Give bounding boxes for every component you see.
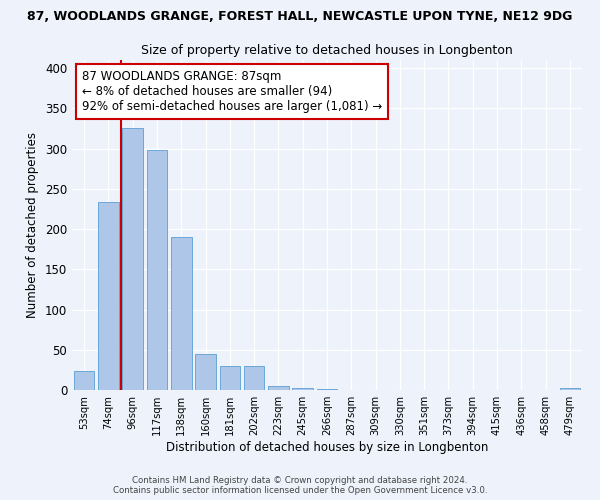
Y-axis label: Number of detached properties: Number of detached properties bbox=[26, 132, 40, 318]
Bar bbox=[244, 366, 265, 390]
Bar bbox=[317, 389, 337, 390]
Bar bbox=[74, 372, 94, 390]
Text: 87 WOODLANDS GRANGE: 87sqm
← 8% of detached houses are smaller (94)
92% of semi-: 87 WOODLANDS GRANGE: 87sqm ← 8% of detac… bbox=[82, 70, 382, 113]
Bar bbox=[98, 202, 119, 390]
Bar bbox=[195, 354, 216, 390]
Title: Size of property relative to detached houses in Longbenton: Size of property relative to detached ho… bbox=[141, 44, 513, 58]
Bar bbox=[122, 128, 143, 390]
Bar bbox=[220, 366, 240, 390]
Bar bbox=[171, 237, 191, 390]
Bar bbox=[268, 386, 289, 390]
Text: Contains HM Land Registry data © Crown copyright and database right 2024.
Contai: Contains HM Land Registry data © Crown c… bbox=[113, 476, 487, 495]
Bar bbox=[146, 150, 167, 390]
X-axis label: Distribution of detached houses by size in Longbenton: Distribution of detached houses by size … bbox=[166, 441, 488, 454]
Text: 87, WOODLANDS GRANGE, FOREST HALL, NEWCASTLE UPON TYNE, NE12 9DG: 87, WOODLANDS GRANGE, FOREST HALL, NEWCA… bbox=[28, 10, 572, 23]
Bar bbox=[292, 388, 313, 390]
Bar bbox=[560, 388, 580, 390]
